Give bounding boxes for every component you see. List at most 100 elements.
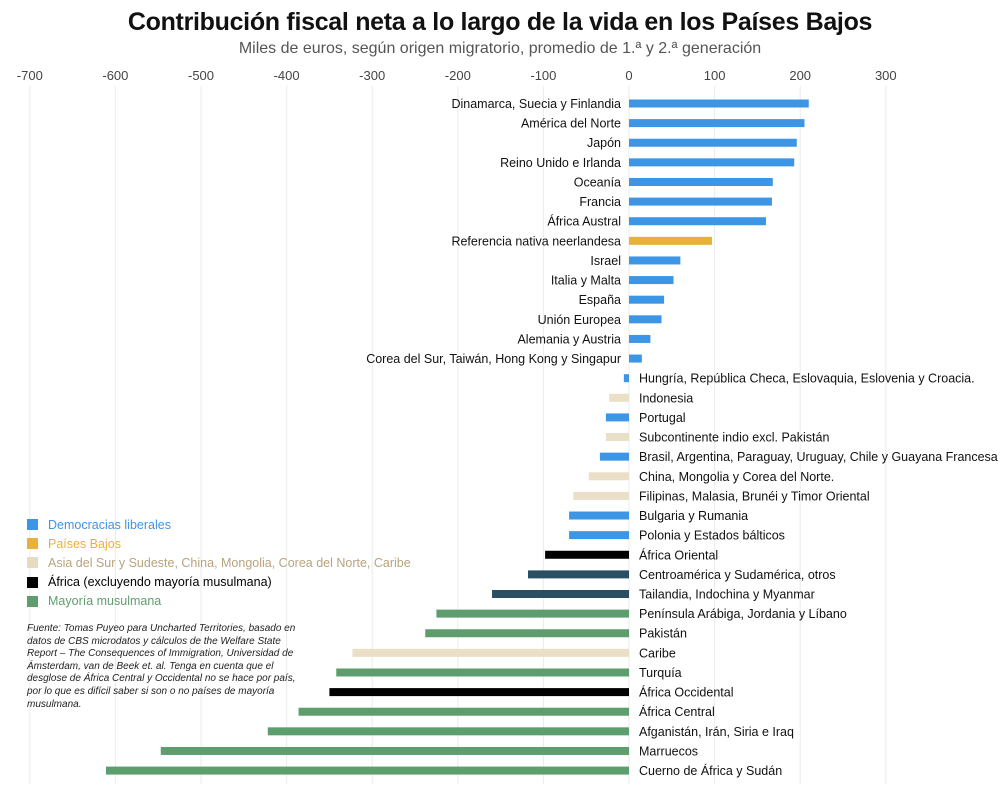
bar	[605, 433, 629, 442]
category-label: Pakistán	[639, 627, 687, 641]
category-label: Unión Europea	[538, 313, 621, 327]
legend-item: África (excluyendo mayoría musulmana)	[27, 573, 411, 592]
chart-title: Contribución fiscal neta a lo largo de l…	[127, 8, 873, 36]
x-tick-label: -700	[17, 68, 43, 83]
category-label: Marruecos	[639, 744, 698, 758]
bar	[629, 99, 809, 108]
legend-label: Democracias liberales	[48, 517, 171, 532]
category-label: Portugal	[639, 411, 686, 425]
bar	[492, 590, 629, 598]
legend: Democracias liberales Países Bajos Asia de…	[27, 515, 411, 611]
legend-swatch	[27, 576, 38, 588]
category-label: África Central	[639, 704, 715, 719]
category-label: Brasil, Argentina, Paraguay, Uruguay, Ch…	[639, 450, 998, 464]
x-tick-label: -300	[359, 68, 385, 83]
legend-item: Países Bajos	[27, 534, 411, 553]
category-label: China, Mongolia y Corea del Norte.	[639, 470, 834, 484]
bar	[298, 707, 629, 716]
bar	[629, 177, 773, 186]
category-label: África Austral	[547, 214, 621, 229]
bar	[629, 158, 795, 167]
x-tick-label: -600	[102, 68, 128, 83]
x-tick-label: -200	[445, 68, 471, 83]
category-label: Italia y Malta	[551, 274, 621, 288]
category-label: África Oriental	[639, 547, 718, 562]
bar	[609, 393, 629, 402]
category-label: Indonesia	[639, 391, 693, 405]
category-label: América del Norte	[521, 117, 621, 131]
category-label: Corea del Sur, Taiwán, Hong Kong y Singa…	[366, 352, 621, 366]
bar	[588, 472, 629, 481]
category-label: Hungría, República Checa, Eslovaquia, Es…	[639, 372, 975, 386]
x-axis-ticks: -700 -600 -500 -400 -300 -200 -100 0 100 200 300	[17, 68, 897, 83]
bar	[160, 746, 629, 755]
x-tick-label: 100	[704, 68, 726, 83]
category-label: África Occidental	[639, 685, 733, 700]
x-tick-label: -100	[530, 68, 556, 83]
bar	[569, 511, 629, 520]
bar	[573, 491, 629, 500]
bar	[329, 688, 629, 697]
category-label: Reino Unido e Irlanda	[500, 156, 621, 170]
legend-swatch	[27, 538, 38, 550]
bar	[352, 648, 629, 657]
category-label: Turquía	[639, 666, 682, 680]
bar	[629, 236, 713, 245]
bar	[629, 119, 805, 128]
bar	[569, 531, 629, 540]
bar	[425, 629, 629, 638]
chart-subtitle: Miles de euros, según origen migratorio,…	[238, 40, 762, 57]
bar	[629, 276, 674, 285]
category-label: Oceanía	[574, 175, 621, 189]
legend-label: África (excluyendo mayoría musulmana)	[48, 575, 272, 590]
category-label: Centroamérica y Sudamérica, otros	[639, 568, 836, 582]
category-label: Afganistán, Irán, Siria e Iraq	[639, 725, 794, 739]
bar	[336, 668, 629, 677]
legend-label: Asia del Sur y Sudeste, China, Mongolia,…	[48, 555, 411, 570]
bar	[629, 138, 797, 147]
category-label: Francia	[579, 195, 621, 209]
bar	[545, 550, 629, 559]
x-tick-label: 200	[789, 68, 811, 83]
bar	[629, 197, 772, 206]
bar	[623, 374, 629, 383]
category-label: Alemania y Austria	[517, 332, 621, 346]
category-label: Cuerno de África y Sudán	[639, 763, 782, 778]
legend-swatch	[27, 557, 38, 569]
legend-swatch	[27, 595, 38, 607]
bar	[599, 452, 629, 461]
legend-item: Asia del Sur y Sudeste, China, Mongolia,…	[27, 553, 411, 572]
bar	[436, 609, 629, 618]
legend-item: Mayoría musulmana	[27, 592, 411, 611]
category-label: Subcontinente indio excl. Pakistán	[639, 431, 829, 445]
bar	[267, 727, 629, 736]
category-label: Referencia nativa neerlandesa	[451, 234, 621, 248]
category-label: Israel	[590, 254, 621, 268]
category-label: España	[579, 293, 621, 307]
category-labels: Dinamarca, Suecia y Finlandia América del…	[366, 97, 998, 778]
bar	[629, 334, 651, 343]
category-label: Japón	[587, 136, 621, 150]
bars	[105, 99, 809, 775]
legend-swatch	[27, 519, 38, 531]
bar	[527, 570, 629, 579]
legend-label: Países Bajos	[48, 536, 121, 551]
bar	[629, 217, 766, 226]
x-tick-label: 300	[875, 68, 897, 83]
bar	[105, 766, 629, 775]
x-tick-label: -400	[274, 68, 300, 83]
bar	[629, 295, 665, 304]
category-label: Bulgaria y Rumania	[639, 509, 748, 523]
category-label: Caribe	[639, 646, 676, 660]
bar	[629, 354, 642, 363]
x-tick-label: -500	[188, 68, 214, 83]
x-tick-label: 0	[625, 68, 632, 83]
category-label: Tailandia, Indochina y Myanmar	[639, 588, 815, 602]
category-label: Dinamarca, Suecia y Finlandia	[451, 97, 621, 111]
category-label: Península Arábiga, Jordania y Líbano	[639, 607, 847, 621]
bar	[629, 315, 662, 324]
legend-label: Mayoría musulmana	[48, 594, 162, 609]
category-label: Filipinas, Malasia, Brunéi y Timor Orien…	[639, 489, 870, 503]
bar	[629, 256, 681, 265]
